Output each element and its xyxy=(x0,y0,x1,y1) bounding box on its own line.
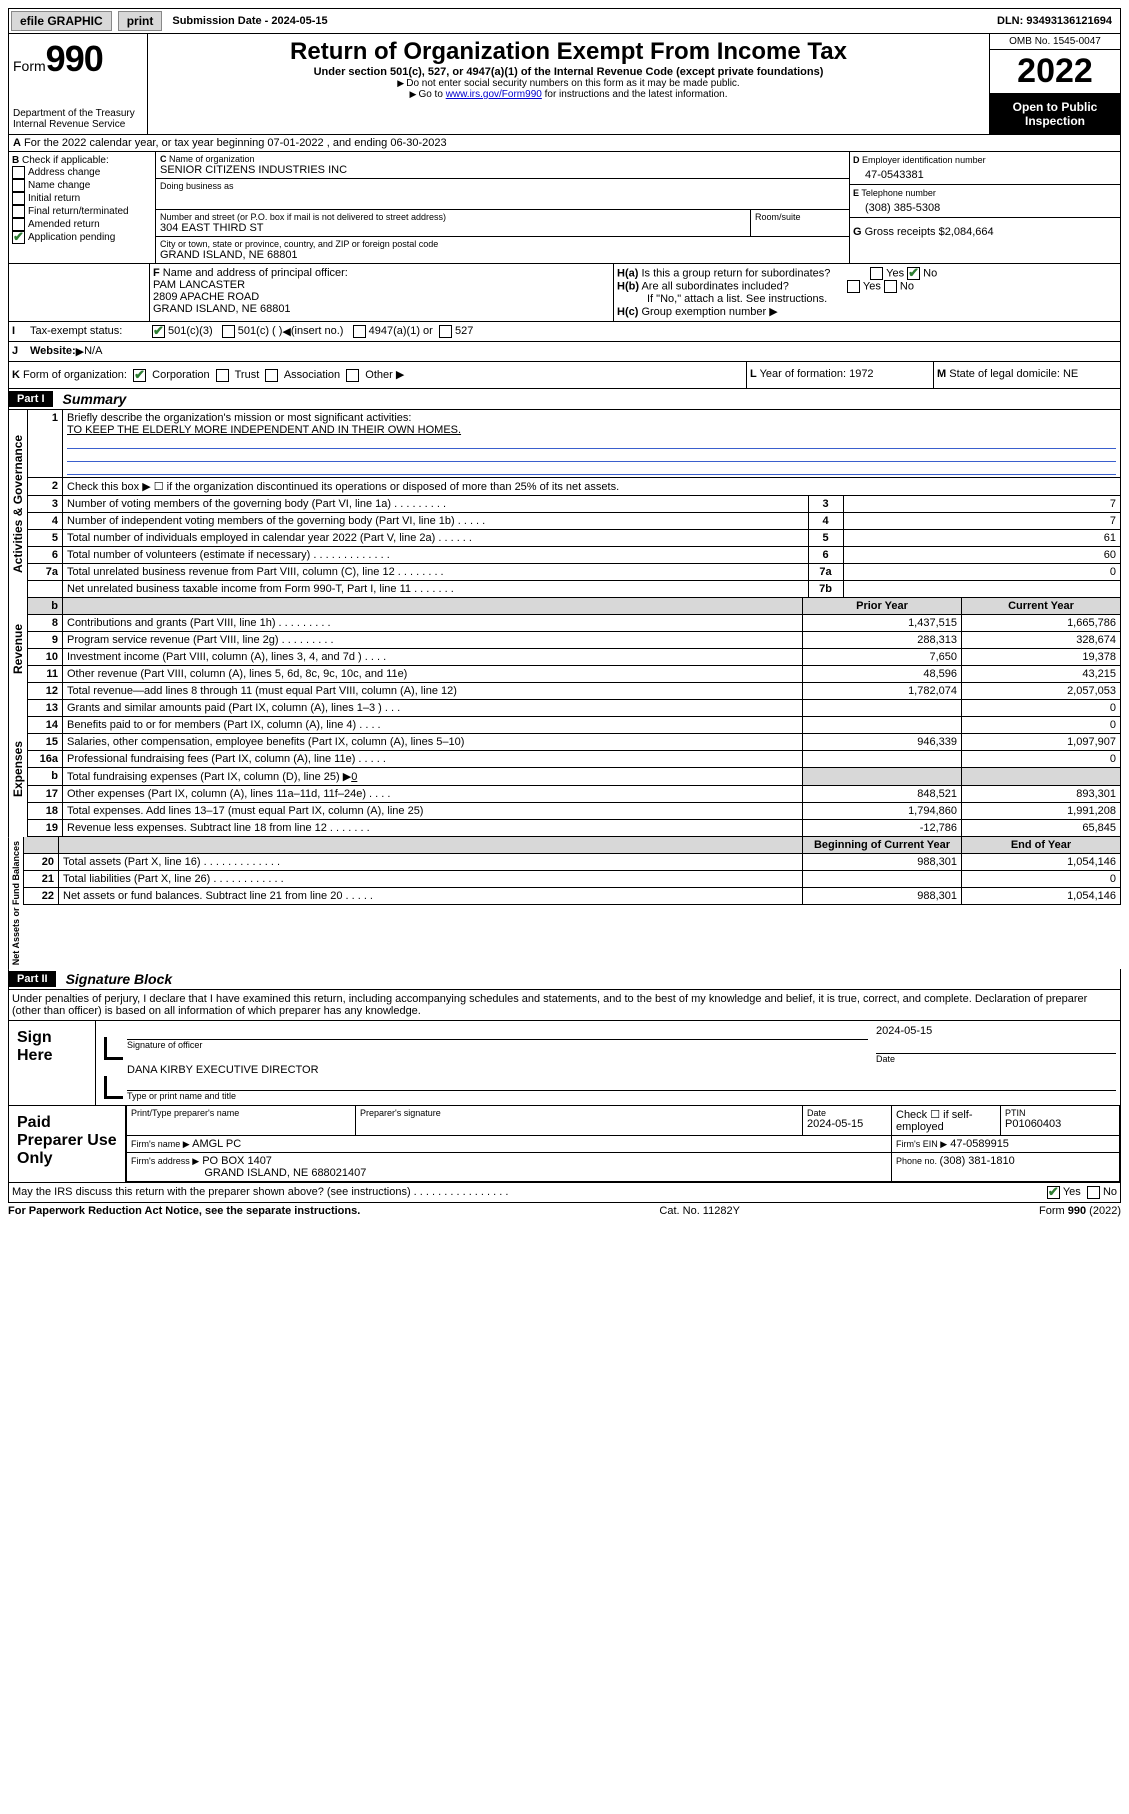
officer-addr2: GRAND ISLAND, NE 68801 xyxy=(153,303,291,315)
gov-section: Activities & Governance 1 Briefly descri… xyxy=(8,410,1121,598)
city: GRAND ISLAND, NE 68801 xyxy=(160,249,845,261)
print-button[interactable]: print xyxy=(118,11,163,31)
efile-button[interactable]: efile GRAPHIC xyxy=(11,11,112,31)
tax-status-row: I Tax-exempt status: 501(c)(3) 501(c) ( … xyxy=(8,322,1121,342)
irs-label: Internal Revenue Service xyxy=(13,119,143,130)
ck-name-change[interactable] xyxy=(12,179,25,192)
declaration: Under penalties of perjury, I declare th… xyxy=(8,990,1121,1021)
sub3: Go to www.irs.gov/Form990 for instructio… xyxy=(152,89,985,100)
ck-4947[interactable] xyxy=(353,325,366,338)
line-a: A For the 2022 calendar year, or tax yea… xyxy=(8,135,1121,152)
line2: Check this box ▶ ☐ if the organization d… xyxy=(63,477,1121,495)
v7b xyxy=(843,580,1120,597)
b-header: Check if applicable: xyxy=(22,155,109,166)
omb: OMB No. 1545-0047 xyxy=(990,34,1120,50)
city-label: City or town, state or province, country… xyxy=(160,239,845,249)
ck-ha-yes[interactable] xyxy=(870,267,883,280)
topbar: efile GRAPHIC print Submission Date - 20… xyxy=(8,8,1121,34)
ck-initial[interactable] xyxy=(12,192,25,205)
room-label: Room/suite xyxy=(755,212,845,222)
revenue-section: Revenue bPrior YearCurrent Year 8Contrib… xyxy=(8,598,1121,700)
dba-label: Doing business as xyxy=(160,181,845,191)
ck-hb-no[interactable] xyxy=(884,280,897,293)
klm-row: K Form of organization: Corporation Trus… xyxy=(8,362,1121,389)
part1-header: Part I Summary xyxy=(8,389,1121,410)
ck-trust[interactable] xyxy=(216,369,229,382)
ck-final[interactable] xyxy=(12,205,25,218)
v3: 7 xyxy=(843,495,1120,512)
rev-tab: Revenue xyxy=(8,598,27,700)
dept-treasury: Department of the Treasury xyxy=(13,108,143,119)
h-note: If "No," attach a list. See instructions… xyxy=(617,293,1117,305)
entity-block: B Check if applicable: Address change Na… xyxy=(8,152,1121,264)
v6: 60 xyxy=(843,546,1120,563)
exp-tab: Expenses xyxy=(8,700,27,837)
org-name: SENIOR CITIZENS INDUSTRIES INC xyxy=(160,164,845,176)
sub2: Do not enter social security numbers on … xyxy=(152,78,985,89)
dln: DLN: 93493136121694 xyxy=(991,15,1118,27)
open-public: Open to Public Inspection xyxy=(990,94,1120,134)
part2-header: Part II Signature Block xyxy=(8,969,1121,990)
preparer-block: Paid Preparer Use Only Print/Type prepar… xyxy=(8,1106,1121,1183)
v7a: 0 xyxy=(843,563,1120,580)
v4: 7 xyxy=(843,512,1120,529)
irs-link[interactable]: www.irs.gov/Form990 xyxy=(446,89,542,100)
form-number: Form990 xyxy=(13,38,143,80)
page-footer: For Paperwork Reduction Act Notice, see … xyxy=(8,1203,1121,1217)
form-title: Return of Organization Exempt From Incom… xyxy=(152,38,985,66)
v5: 61 xyxy=(843,529,1120,546)
sub1: Under section 501(c), 527, or 4947(a)(1)… xyxy=(152,66,985,78)
na-tab: Net Assets or Fund Balances xyxy=(8,837,23,969)
tax-year: 2022 xyxy=(990,50,1120,94)
ck-501c3[interactable] xyxy=(152,325,165,338)
ptin: P01060403 xyxy=(1005,1118,1061,1130)
netassets-section: Net Assets or Fund Balances Beginning of… xyxy=(8,837,1121,969)
gross-receipts: 2,084,664 xyxy=(945,226,994,238)
ck-assoc[interactable] xyxy=(265,369,278,382)
mission: TO KEEP THE ELDERLY MORE INDEPENDENT AND… xyxy=(67,424,461,436)
street: 304 EAST THIRD ST xyxy=(160,222,746,234)
officer-addr1: 2809 APACHE ROAD xyxy=(153,291,259,303)
ck-discuss-no[interactable] xyxy=(1087,1186,1100,1199)
ck-527[interactable] xyxy=(439,325,452,338)
ck-pending[interactable] xyxy=(12,231,25,244)
year-formation: 1972 xyxy=(849,368,873,380)
firm-ein: 47-0589915 xyxy=(950,1138,1009,1150)
addr-label: Number and street (or P.O. box if mail i… xyxy=(160,212,746,222)
firm-name: AMGL PC xyxy=(192,1138,241,1150)
form-header: Form990 Department of the Treasury Inter… xyxy=(8,34,1121,135)
website: N/A xyxy=(84,345,102,358)
officer-name: PAM LANCASTER xyxy=(153,279,245,291)
ein: 47-0543381 xyxy=(853,165,1117,181)
prep-phone: (308) 381-1810 xyxy=(940,1155,1015,1167)
discuss-row: May the IRS discuss this return with the… xyxy=(8,1183,1121,1203)
ck-address-change[interactable] xyxy=(12,166,25,179)
ck-corp[interactable] xyxy=(133,369,146,382)
officer-sig-name: DANA KIRBY EXECUTIVE DIRECTOR xyxy=(127,1064,1116,1076)
ck-other[interactable] xyxy=(346,369,359,382)
ck-discuss-yes[interactable] xyxy=(1047,1186,1060,1199)
domicile: NE xyxy=(1063,368,1078,380)
phone: (308) 385-5308 xyxy=(853,198,1117,214)
ck-hb-yes[interactable] xyxy=(847,280,860,293)
sign-block: Sign Here Signature of officer 2024-05-1… xyxy=(8,1021,1121,1106)
submission-label: Submission Date - 2024-05-15 xyxy=(168,15,331,27)
website-row: J Website: ▶ N/A xyxy=(8,342,1121,362)
gov-tab: Activities & Governance xyxy=(8,410,27,598)
ck-501c[interactable] xyxy=(222,325,235,338)
officer-block: F Name and address of principal officer:… xyxy=(8,264,1121,322)
sign-date: 2024-05-15 xyxy=(876,1025,1116,1039)
expenses-section: Expenses 13Grants and similar amounts pa… xyxy=(8,700,1121,837)
ck-ha-no[interactable] xyxy=(907,267,920,280)
